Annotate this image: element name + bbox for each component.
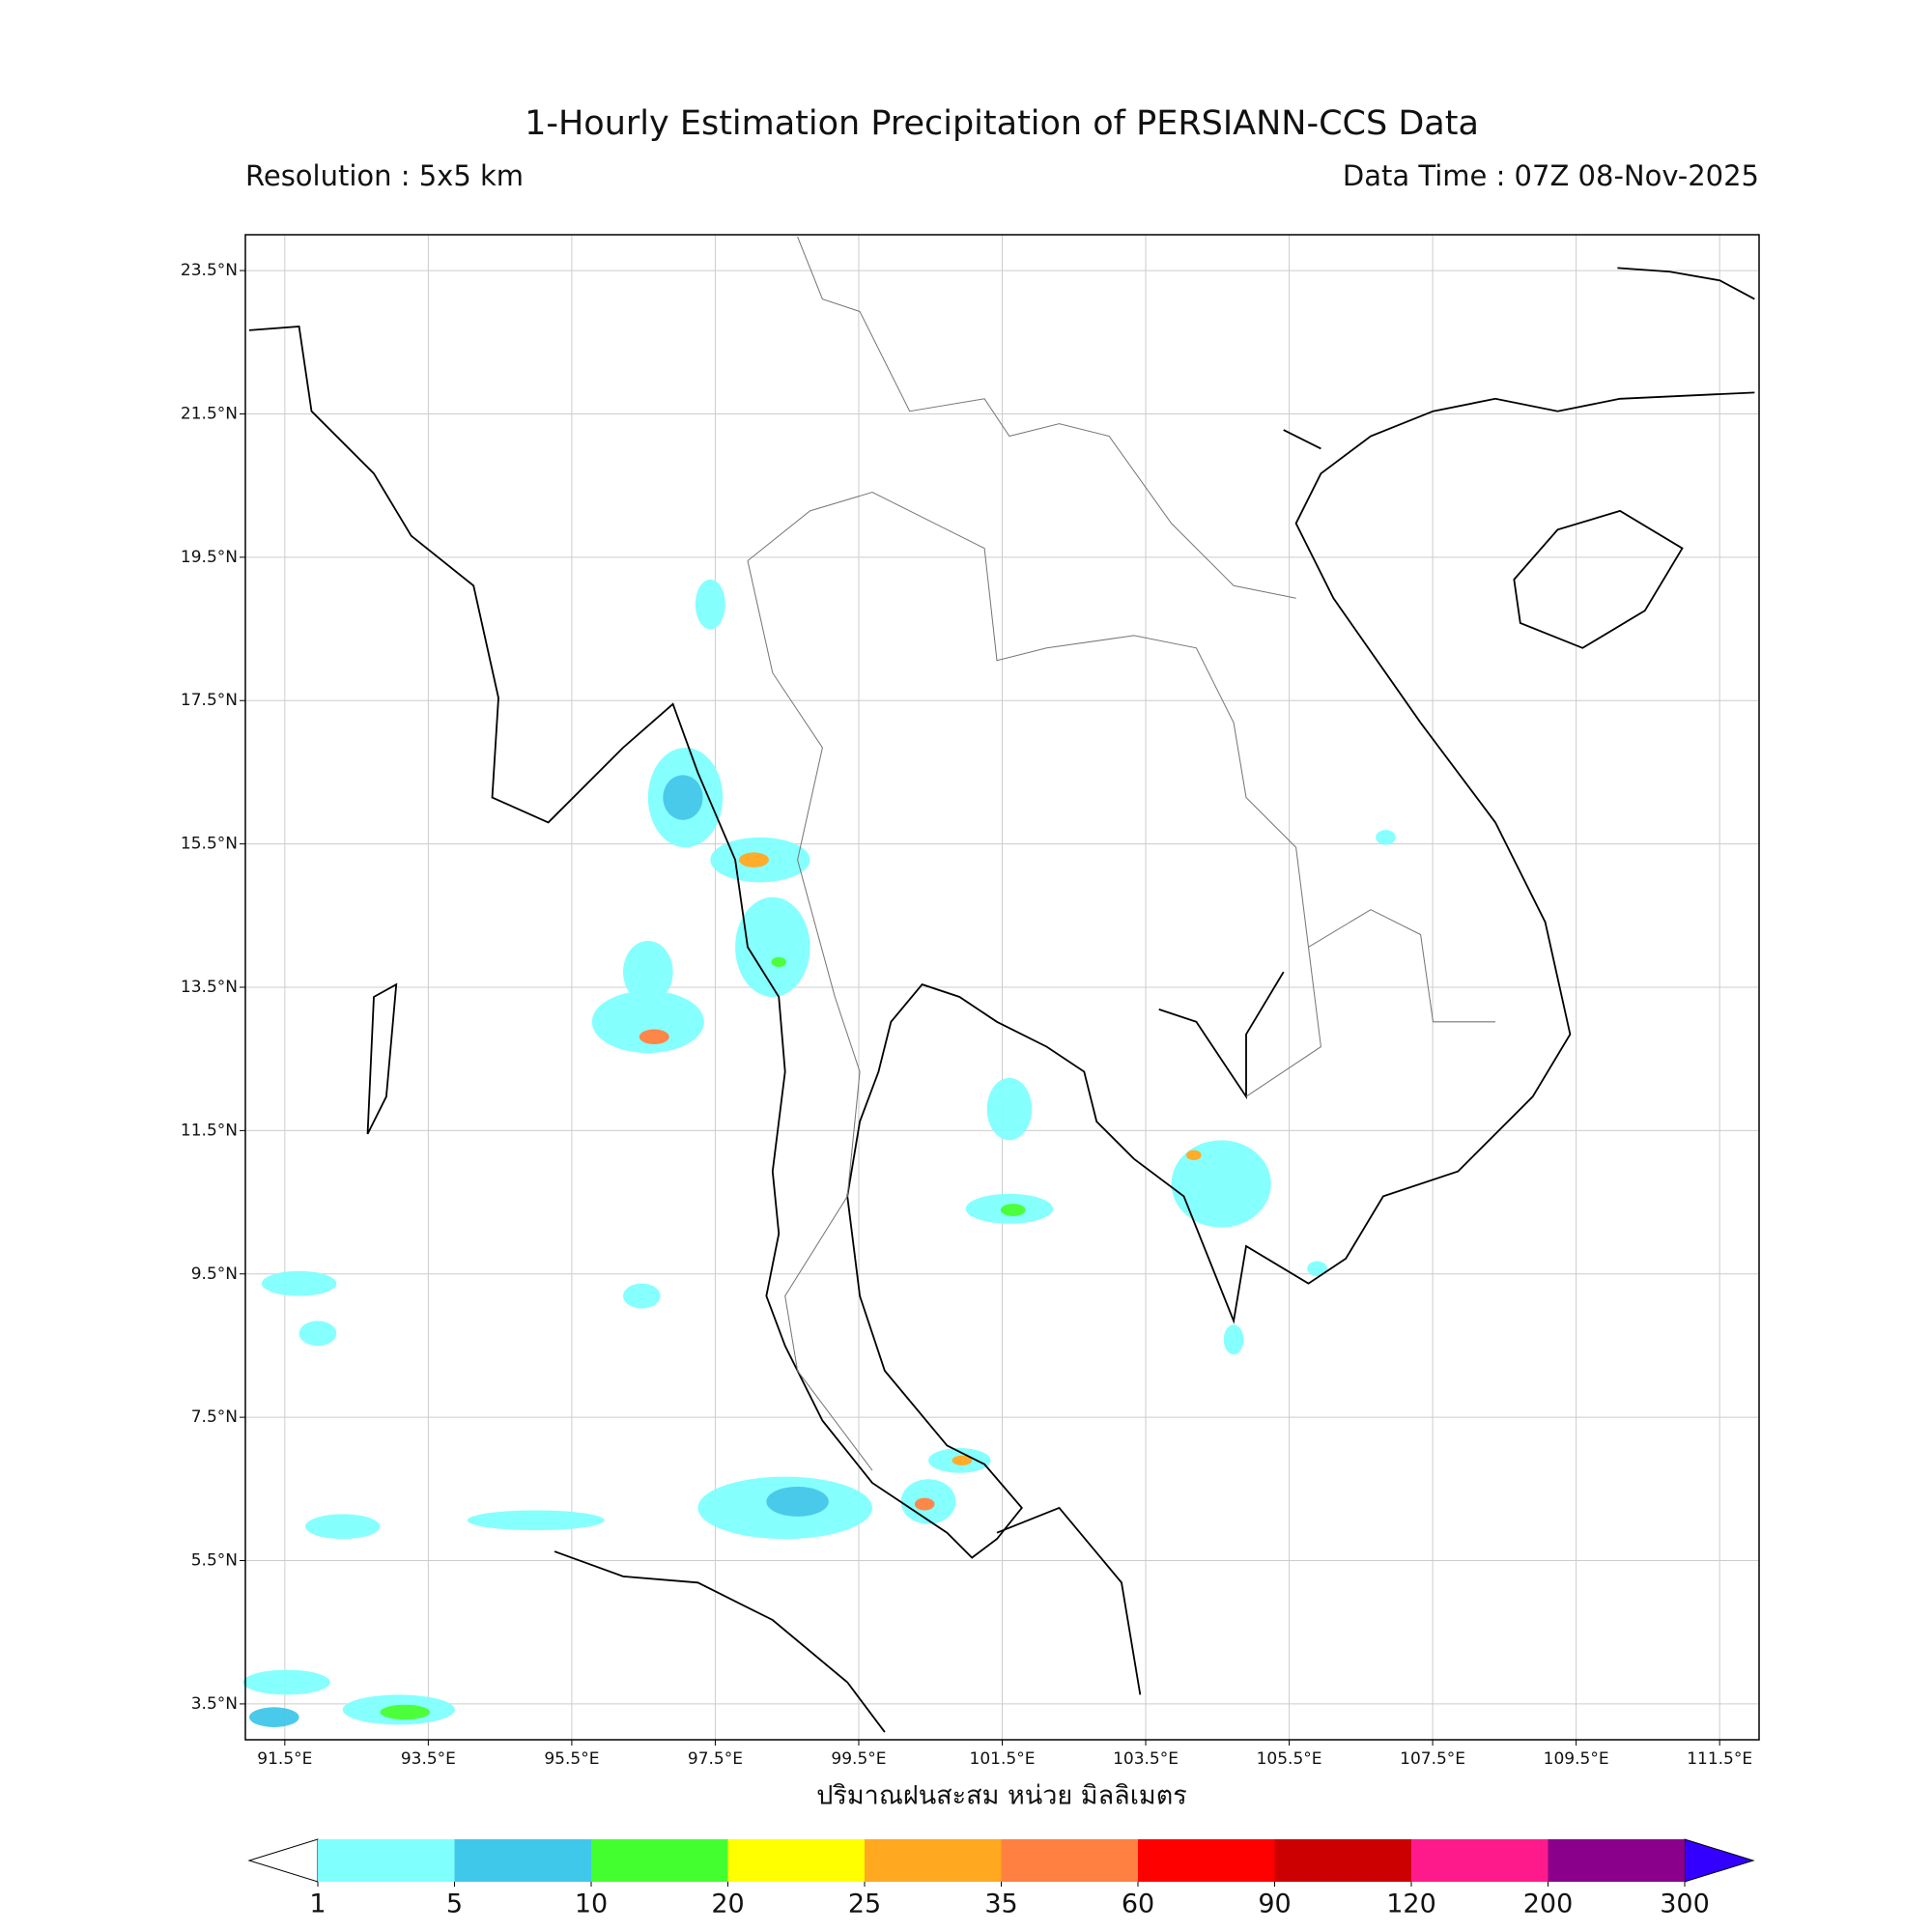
colorbar-label: 20	[711, 1889, 744, 1919]
colorbar-label: 35	[984, 1889, 1017, 1919]
y-tick-label: 21.5°N	[181, 404, 238, 423]
colorbar-segment	[1138, 1839, 1275, 1882]
x-axis-label: ปริมาณฝนสะสม หน่วย มิลลิเมตร	[816, 1781, 1187, 1811]
y-tick-label: 23.5°N	[181, 261, 238, 280]
colorbar-segment	[1001, 1839, 1138, 1882]
y-tick-label: 19.5°N	[181, 548, 238, 567]
x-tick-label: 97.5°E	[688, 1749, 743, 1769]
country-borders	[747, 236, 1495, 1471]
x-tick-label: 103.5°E	[1113, 1749, 1179, 1769]
x-tick-label: 101.5°E	[970, 1749, 1036, 1769]
colorbar-label: 5	[446, 1889, 463, 1919]
colorbar-over	[1684, 1838, 1755, 1883]
rain-areas	[242, 579, 1396, 1727]
y-tick-label: 9.5°N	[191, 1264, 238, 1284]
map-layer	[242, 236, 1755, 1733]
colorbar-label: 10	[575, 1889, 608, 1919]
colorbar-segment	[591, 1839, 728, 1882]
x-tick-label: 107.5°E	[1400, 1749, 1465, 1769]
y-tick-label: 3.5°N	[191, 1694, 238, 1714]
y-tick-label: 13.5°N	[181, 978, 238, 997]
colorbar-label: 25	[848, 1889, 881, 1919]
colorbar: 1 5 10 20 25 35 60 90 120 200 300	[247, 1838, 1755, 1919]
colorbar-label: 90	[1258, 1889, 1291, 1919]
y-tick-label: 7.5°N	[191, 1407, 238, 1427]
x-tick-label: 109.5°E	[1544, 1749, 1609, 1769]
y-tick-label: 11.5°N	[181, 1121, 238, 1140]
colorbar-segment	[727, 1839, 865, 1882]
colorbar-label: 300	[1660, 1889, 1710, 1919]
colorbar-segment	[1274, 1839, 1411, 1882]
colorbar-segment	[865, 1839, 1002, 1882]
title: 1-Hourly Estimation Precipitation of PER…	[525, 104, 1479, 143]
grid	[245, 235, 1759, 1740]
data-time: Data Time : 07Z 08-Nov-2025	[1343, 159, 1759, 192]
colorbar-label: 1	[309, 1889, 326, 1919]
colorbar-segment	[1411, 1839, 1548, 1882]
x-tick-label: 99.5°E	[831, 1749, 886, 1769]
resolution: Resolution : 5x5 km	[245, 159, 524, 192]
colorbar-label: 200	[1523, 1889, 1574, 1919]
x-tick-label: 111.5°E	[1687, 1749, 1752, 1769]
y-tick-label: 15.5°N	[181, 835, 238, 854]
x-tick-label: 95.5°E	[544, 1749, 599, 1769]
colorbar-label: 120	[1386, 1889, 1436, 1919]
x-tick-label: 91.5°E	[257, 1749, 312, 1769]
y-tick-label: 5.5°N	[191, 1551, 238, 1571]
colorbar-segment	[454, 1839, 591, 1882]
colorbar-segment	[318, 1839, 455, 1882]
x-tick-label: 93.5°E	[401, 1749, 456, 1769]
y-tick-label: 17.5°N	[181, 691, 238, 710]
colorbar-under	[247, 1838, 319, 1883]
x-tick-label: 105.5°E	[1257, 1749, 1322, 1769]
colorbar-label: 60	[1122, 1889, 1154, 1919]
colorbar-segment	[1548, 1839, 1685, 1882]
